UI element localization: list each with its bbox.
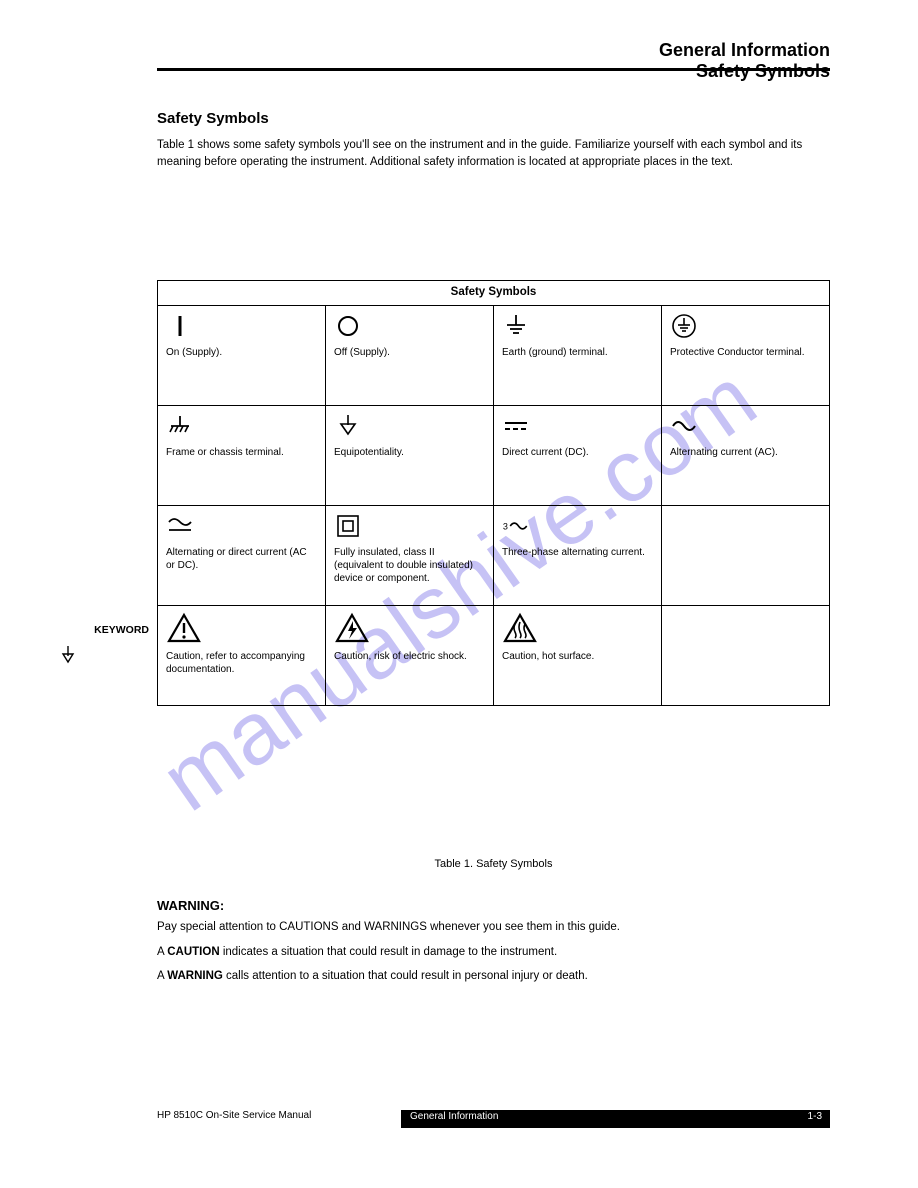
margin-keyword: KEYWORD — [49, 624, 149, 636]
table-title: Safety Symbols — [158, 281, 830, 306]
warning-p1: Pay special attention to CAUTIONS and WA… — [157, 919, 830, 936]
shock-icon — [334, 612, 370, 644]
cell-three-phase: 3 Three-phase alternating current. — [494, 505, 662, 605]
footer-left: HP 8510C On-Site Service Manual — [157, 1110, 311, 1121]
caution-icon — [166, 612, 202, 644]
cell-label: Caution, risk of electric shock. — [334, 650, 467, 663]
warning-block: WARNING: Pay special attention to CAUTIO… — [157, 898, 830, 993]
cell-label: Caution, hot surface. — [502, 650, 594, 663]
cell-shock: Caution, risk of electric shock. — [326, 605, 494, 705]
footer-bar-text: General Information 1-3 — [410, 1111, 822, 1122]
header-title-sub: Safety Symbols — [659, 61, 830, 82]
table-row: On (Supply). Off (Supply). Earth — [158, 305, 830, 405]
cell-empty — [662, 605, 830, 705]
ac-dc-icon — [166, 512, 194, 540]
power-on-icon — [166, 312, 194, 340]
cell-label: Equipotentiality. — [334, 446, 404, 459]
cell-label: Alternating or direct current (AC or DC)… — [166, 546, 317, 572]
cell-empty — [662, 505, 830, 605]
svg-text:3: 3 — [503, 521, 508, 531]
cell-power-off: Off (Supply). — [326, 305, 494, 405]
warning-title: WARNING: — [157, 898, 830, 913]
cell-frame-chassis: Frame or chassis terminal. — [158, 405, 326, 505]
table-wrapper: Safety Symbols On (Supply). Off (Supply)… — [157, 280, 830, 706]
equipotentiality-icon — [58, 644, 78, 664]
power-off-icon — [334, 312, 362, 340]
cell-class-ii: Fully insulated, class II (equivalent to… — [326, 505, 494, 605]
intro-section: Safety Symbols Table 1 shows some safety… — [157, 110, 830, 170]
earth-ground-icon — [502, 312, 530, 340]
cell-label: Frame or chassis terminal. — [166, 446, 284, 459]
cell-label: Protective Conductor terminal. — [670, 346, 805, 359]
class-ii-icon — [334, 512, 362, 540]
cell-label: Three-phase alternating current. — [502, 546, 645, 559]
page: manualshive.com General Information Safe… — [0, 0, 918, 1188]
section-paragraph: Table 1 shows some safety symbols you'll… — [157, 137, 830, 170]
footer-center: General Information — [410, 1111, 498, 1122]
cell-caution: Caution, refer to accompanying documenta… — [158, 605, 326, 705]
cell-label: On (Supply). — [166, 346, 222, 359]
cell-label: Fully insulated, class II (equivalent to… — [334, 546, 485, 585]
cell-label: Alternating current (AC). — [670, 446, 778, 459]
cell-label: Direct current (DC). — [502, 446, 589, 459]
table-row: Caution, refer to accompanying documenta… — [158, 605, 830, 705]
cell-equipotentiality: Equipotentiality. — [326, 405, 494, 505]
alternating-current-icon — [670, 412, 698, 440]
header-title-top: General Information — [659, 40, 830, 61]
protective-conductor-icon — [670, 312, 698, 340]
cell-hot-surface: Caution, hot surface. — [494, 605, 662, 705]
warning-p2: A CAUTION indicates a situation that cou… — [157, 944, 830, 961]
section-heading: Safety Symbols — [157, 110, 830, 127]
frame-chassis-icon — [166, 412, 194, 440]
table-row: Alternating or direct current (AC or DC)… — [158, 505, 830, 605]
cell-label: Earth (ground) terminal. — [502, 346, 608, 359]
horizontal-rule — [157, 68, 830, 71]
direct-current-icon — [502, 412, 530, 440]
hot-surface-icon — [502, 612, 538, 644]
cell-alternating-current: Alternating current (AC). — [662, 405, 830, 505]
table-row: Frame or chassis terminal. Equipotential… — [158, 405, 830, 505]
cell-label: Caution, refer to accompanying documenta… — [166, 650, 317, 676]
cell-earth-ground: Earth (ground) terminal. — [494, 305, 662, 405]
footer-page-number: 1-3 — [808, 1111, 822, 1122]
header-block: General Information Safety Symbols — [659, 40, 830, 82]
cell-label: Off (Supply). — [334, 346, 390, 359]
safety-symbols-table: Safety Symbols On (Supply). Off (Supply)… — [157, 280, 830, 706]
three-phase-icon: 3 — [502, 512, 530, 540]
cell-ac-dc: Alternating or direct current (AC or DC)… — [158, 505, 326, 605]
cell-direct-current: Direct current (DC). — [494, 405, 662, 505]
table-caption: Table 1. Safety Symbols — [157, 858, 830, 870]
warning-p3: A WARNING calls attention to a situation… — [157, 968, 830, 985]
equipotentiality-icon — [334, 412, 362, 440]
cell-power-on: On (Supply). — [158, 305, 326, 405]
cell-protective-conductor: Protective Conductor terminal. — [662, 305, 830, 405]
